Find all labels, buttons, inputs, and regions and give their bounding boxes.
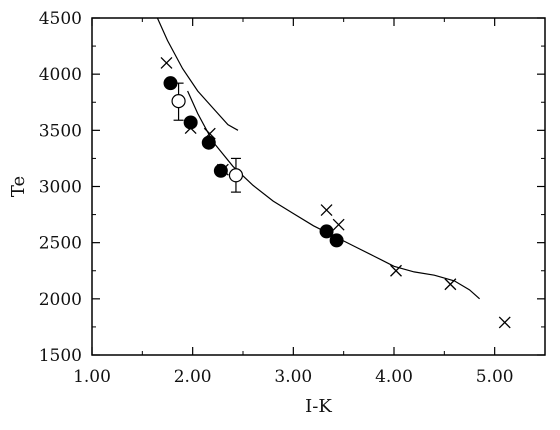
y-tick-label: 2000 (39, 290, 82, 310)
cross-point (444, 278, 457, 291)
cross-stroke (203, 127, 216, 140)
y-tick-label: 4000 (39, 65, 82, 85)
open-circle-point (171, 94, 186, 109)
x-tick-label: 1.00 (73, 367, 111, 387)
y-axis-title: Te (8, 176, 29, 197)
filled-circle-point (183, 115, 198, 130)
cross-point (390, 264, 402, 277)
cross-stroke (332, 218, 345, 231)
y-tick-label: 2500 (39, 234, 82, 254)
cross-stroke (498, 316, 511, 329)
cross-stroke (444, 278, 457, 291)
tick-labels-layer: 1.00 2.00 3.00 4.00 5.00 1500 2000 2500 3000 3500… (39, 9, 514, 387)
y-tick-label: 4500 (39, 9, 82, 29)
filled-circle-point (201, 135, 216, 150)
x-axis-title: I-K (305, 396, 332, 417)
points-layer (160, 56, 511, 329)
cross-stroke (160, 56, 173, 69)
cross-stroke (216, 163, 229, 176)
filled-circle-point (329, 233, 344, 248)
plot-frame (91, 17, 546, 356)
filled-circle-point (319, 224, 334, 239)
filled-circle-point (163, 76, 178, 91)
y-tick-label: 3000 (39, 178, 82, 198)
cross-point (320, 204, 333, 217)
x-tick-label: 2.00 (174, 367, 212, 387)
open-circle-point (228, 168, 244, 183)
cross-point (332, 218, 345, 231)
cross-point (216, 163, 229, 176)
model-curve (156, 17, 239, 131)
x-tick-label: 3.00 (274, 367, 312, 387)
curves-layer (156, 17, 480, 300)
ticks-layer (91, 17, 546, 356)
y-tick-label: 3500 (39, 121, 82, 141)
model-curve (187, 90, 480, 300)
y-tick-label: 1500 (39, 346, 82, 366)
cross-stroke (184, 122, 197, 135)
x-tick-label: 4.00 (375, 367, 413, 387)
cross-stroke (390, 264, 402, 277)
cross-point (203, 127, 216, 140)
cross-stroke (320, 204, 333, 217)
cross-point (160, 56, 173, 69)
x-tick-label: 5.00 (476, 367, 514, 387)
cross-point (498, 316, 511, 329)
cross-point (184, 122, 197, 135)
